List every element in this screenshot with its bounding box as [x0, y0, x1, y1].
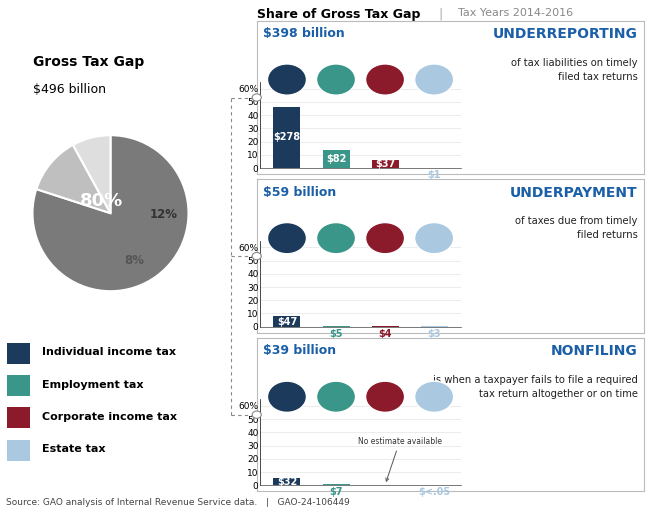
Bar — [421, 326, 448, 327]
Wedge shape — [73, 135, 110, 213]
Text: Tax Years 2014-2016: Tax Years 2014-2016 — [458, 8, 573, 18]
Text: $59 billion: $59 billion — [263, 186, 336, 199]
Text: of taxes due from timely
filed returns: of taxes due from timely filed returns — [515, 216, 638, 240]
Text: $32: $32 — [277, 477, 297, 487]
Wedge shape — [36, 145, 110, 213]
Wedge shape — [32, 135, 188, 291]
Bar — [372, 160, 398, 168]
Text: $496 billion: $496 billion — [33, 83, 106, 96]
Bar — [372, 326, 398, 327]
Text: $3: $3 — [428, 329, 441, 339]
Text: No estimate available: No estimate available — [358, 437, 442, 481]
Text: 12%: 12% — [150, 208, 177, 222]
Text: Corporate income tax: Corporate income tax — [42, 412, 177, 422]
Text: $1: $1 — [428, 170, 441, 180]
Text: Gross Tax Gap: Gross Tax Gap — [33, 55, 144, 69]
Text: $4: $4 — [378, 329, 392, 339]
Text: $398 billion: $398 billion — [263, 27, 344, 40]
Bar — [274, 478, 300, 485]
Text: of tax liabilities on timely
filed tax returns: of tax liabilities on timely filed tax r… — [511, 58, 638, 82]
Text: Individual income tax: Individual income tax — [42, 347, 176, 357]
Text: NONFILING: NONFILING — [551, 344, 638, 358]
Text: Source: GAO analysis of Internal Revenue Service data.   |   GAO-24-106449: Source: GAO analysis of Internal Revenue… — [6, 498, 350, 508]
Text: UNDERPAYMENT: UNDERPAYMENT — [510, 186, 638, 200]
Bar — [6, 375, 30, 396]
Text: 80%: 80% — [79, 192, 123, 211]
Bar — [322, 326, 350, 327]
Text: UNDERREPORTING: UNDERREPORTING — [493, 27, 638, 41]
Bar — [6, 343, 30, 363]
Text: $37: $37 — [375, 159, 395, 169]
Text: $39 billion: $39 billion — [263, 344, 335, 357]
Bar — [322, 484, 350, 485]
Text: Estate tax: Estate tax — [42, 444, 105, 454]
Text: Employment tax: Employment tax — [42, 380, 143, 390]
Text: is when a taxpayer fails to file a required
tax return altogether or on time: is when a taxpayer fails to file a requi… — [433, 375, 638, 399]
Text: $278: $278 — [274, 133, 300, 142]
Text: $82: $82 — [326, 154, 346, 164]
Bar — [274, 107, 300, 168]
Text: $7: $7 — [330, 487, 343, 497]
Text: |: | — [438, 8, 443, 21]
Text: $<.05: $<.05 — [418, 487, 450, 497]
Text: $5: $5 — [330, 329, 343, 339]
Text: Share of Gross Tax Gap: Share of Gross Tax Gap — [257, 8, 420, 21]
Bar — [274, 316, 300, 327]
Bar — [6, 407, 30, 428]
Text: $47: $47 — [277, 317, 297, 327]
Bar — [6, 439, 30, 461]
Text: 8%: 8% — [124, 253, 144, 266]
Bar — [322, 150, 350, 168]
